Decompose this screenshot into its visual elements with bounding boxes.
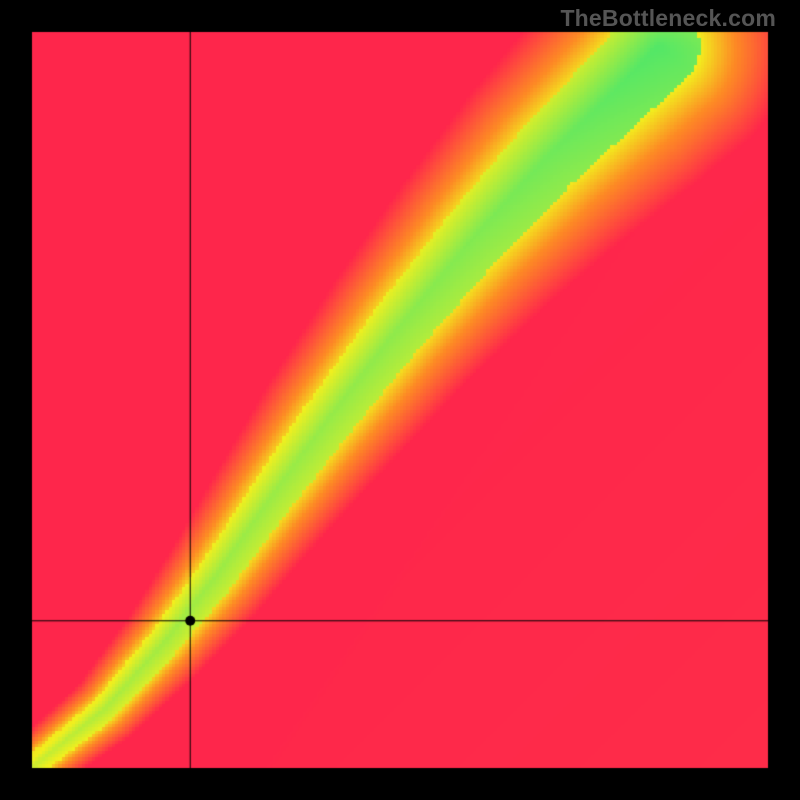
heatmap-canvas [0,0,800,800]
chart-container [0,0,800,800]
watermark-label: TheBottleneck.com [560,5,776,32]
